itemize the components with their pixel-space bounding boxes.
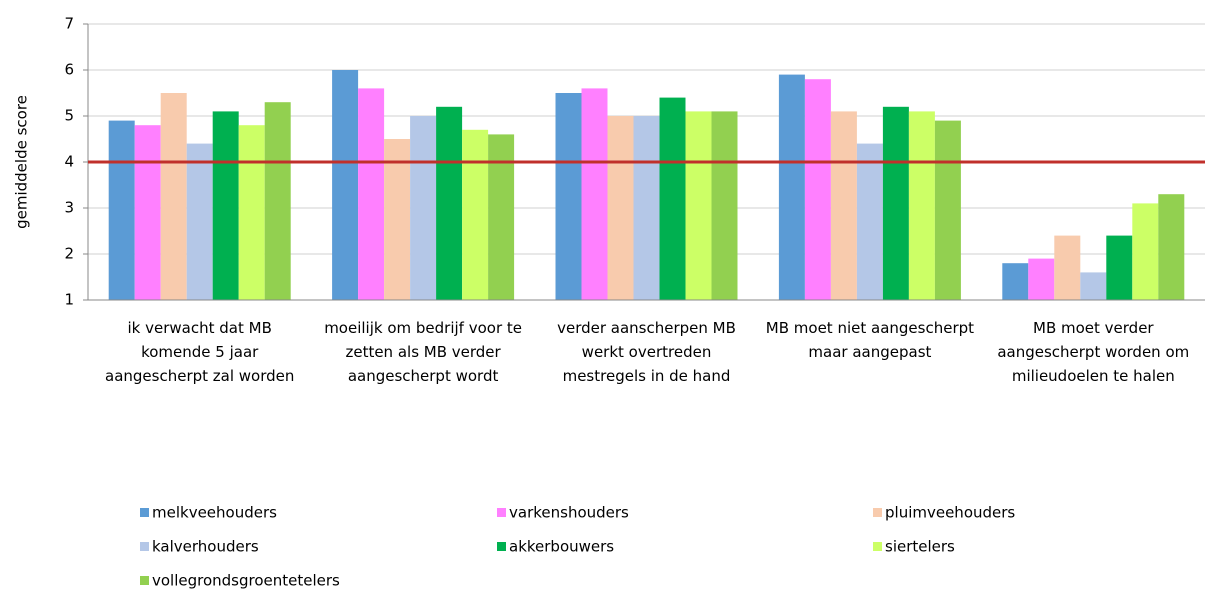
y-tick-label: 6 xyxy=(64,61,74,79)
bar xyxy=(934,120,961,300)
legend-swatch xyxy=(140,508,149,517)
x-tick-label: moeilijk om bedrijf voor te zetten als MB… xyxy=(324,319,522,385)
bar xyxy=(488,134,515,300)
bar xyxy=(659,97,686,300)
bar xyxy=(633,116,660,300)
y-tick-label: 4 xyxy=(64,153,74,171)
legend-label: varkenshouders xyxy=(509,504,629,522)
bar xyxy=(160,93,187,300)
legend-label: kalverhouders xyxy=(152,538,259,556)
bar xyxy=(1002,263,1029,300)
bar xyxy=(238,125,265,300)
bar xyxy=(1132,203,1159,300)
bar xyxy=(1080,272,1107,300)
bar xyxy=(685,111,712,301)
y-tick-label: 3 xyxy=(64,199,74,217)
bar xyxy=(1028,258,1055,300)
bar xyxy=(1158,194,1185,300)
bar xyxy=(1054,235,1081,300)
bar xyxy=(908,111,935,301)
bar xyxy=(358,88,385,301)
legend-label: pluimveehouders xyxy=(885,504,1015,522)
bar xyxy=(856,143,883,300)
bar xyxy=(830,111,857,301)
x-tick-label: verder aanscherpen MB werkt overtreden mes… xyxy=(557,319,736,385)
bar xyxy=(1106,235,1133,300)
bar xyxy=(581,88,608,301)
bar xyxy=(212,111,239,301)
legend-swatch xyxy=(873,542,882,551)
legend-label: vollegrondsgroentetelers xyxy=(152,572,340,590)
bar xyxy=(108,120,135,300)
legend-swatch xyxy=(140,576,149,585)
legend-swatch xyxy=(497,542,506,551)
bar xyxy=(384,139,411,300)
bar xyxy=(436,106,463,300)
bar xyxy=(410,116,437,300)
bar xyxy=(882,106,909,300)
x-tick-label: ik verwacht dat MB komende 5 jaar aangesch… xyxy=(105,319,294,385)
y-tick-label: 5 xyxy=(64,107,74,125)
y-tick-label: 1 xyxy=(64,291,74,309)
bar xyxy=(462,129,489,300)
bar xyxy=(264,102,291,300)
legend-swatch xyxy=(497,508,506,517)
legend-label: siertelers xyxy=(885,538,955,556)
bar xyxy=(332,70,359,300)
legend-swatch xyxy=(140,542,149,551)
y-tick-label: 2 xyxy=(64,245,74,263)
bar xyxy=(555,93,582,300)
bar xyxy=(711,111,738,301)
bar xyxy=(607,116,634,300)
x-tick-label: MB moet verder aangescherpt worden om mili… xyxy=(997,319,1189,385)
y-tick-label: 7 xyxy=(64,15,74,33)
legend-label: melkveehouders xyxy=(152,504,277,522)
bar xyxy=(778,74,805,300)
legend-label: akkerbouwers xyxy=(509,538,614,556)
y-axis-label: gemiddelde score xyxy=(13,95,31,229)
bar xyxy=(804,79,831,300)
bar xyxy=(134,125,161,300)
bar xyxy=(186,143,213,300)
legend-swatch xyxy=(873,508,882,517)
x-tick-label: MB moet niet aangescherpt maar aangepast xyxy=(766,319,974,361)
